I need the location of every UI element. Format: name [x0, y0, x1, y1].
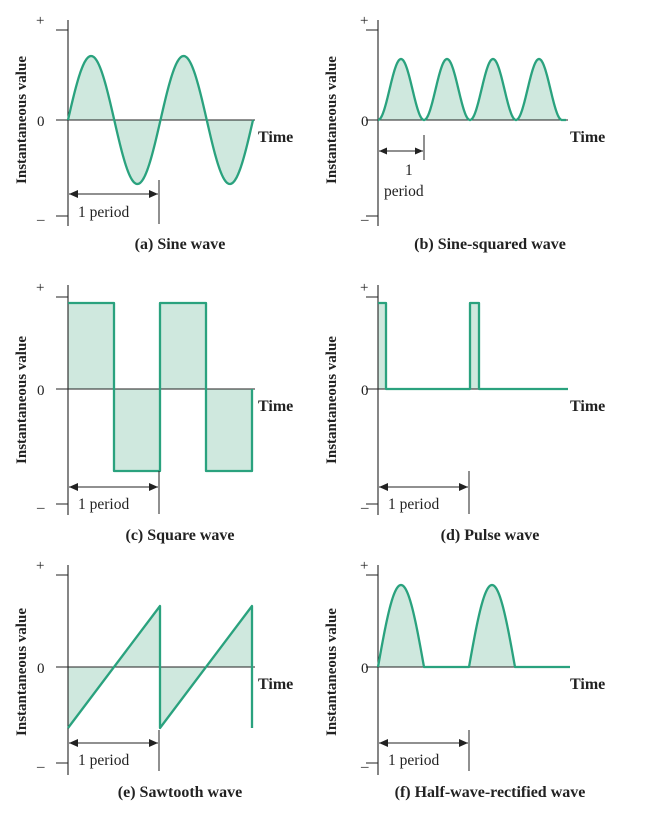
- square-arrowhead-left: [69, 483, 78, 491]
- pulse-arrowhead-right: [459, 483, 468, 491]
- sawtooth-time-label: Time: [258, 676, 293, 693]
- pulse-time-label: Time: [570, 398, 605, 415]
- sine-squared-plus-label: +: [360, 13, 368, 29]
- sine-squared-minus-label: –: [360, 212, 369, 228]
- sawtooth-y-axis-label: Instantaneous value: [14, 608, 30, 736]
- sine-wave-curve: [66, 54, 255, 186]
- sine-period-arrowhead-left: [69, 190, 78, 198]
- square-zero-label: 0: [37, 383, 45, 399]
- sawtooth-arrowhead-left: [69, 739, 78, 747]
- sine-squared-period-word: period: [384, 183, 424, 200]
- sawtooth-plus-label: +: [36, 558, 44, 574]
- square-period-label: 1 period: [78, 496, 129, 513]
- sine-y-axis-label: Instantaneous value: [14, 56, 30, 184]
- half-wave-caption: (f) Half-wave-rectified wave: [395, 784, 586, 801]
- half-wave-zero-label: 0: [361, 661, 369, 677]
- half-wave-time-label: Time: [570, 676, 605, 693]
- half-wave-plus-label: +: [360, 558, 368, 574]
- square-minus-label: –: [36, 500, 45, 516]
- half-wave-minus-label: –: [360, 759, 369, 775]
- pulse-period-label: 1 period: [388, 496, 439, 513]
- panel-sine-squared-wave: + 0 – Instantaneous value Time 1 period …: [324, 13, 605, 253]
- pulse-wave-curve: [378, 301, 568, 391]
- panel-sine-wave: + 0 – Instantaneous value Time 1 period …: [14, 13, 293, 253]
- square-wave-curve: [68, 301, 254, 473]
- sine-squared-curve: [377, 57, 566, 122]
- half-wave-y-axis-label: Instantaneous value: [324, 608, 340, 736]
- sawtooth-period-label: 1 period: [78, 752, 129, 769]
- sine-period-arrowhead-right: [149, 190, 158, 198]
- sine-zero-label: 0: [37, 114, 45, 130]
- pulse-arrowhead-left: [379, 483, 388, 491]
- sine-squared-arrowhead-right: [415, 147, 423, 155]
- panel-sawtooth-wave: + 0 – Instantaneous value Time 1 period …: [14, 558, 293, 801]
- sine-squared-y-axis-label: Instantaneous value: [324, 56, 340, 184]
- sine-squared-time-label: Time: [570, 129, 605, 146]
- sine-squared-fill: [378, 59, 562, 120]
- square-caption: (c) Square wave: [125, 527, 234, 544]
- square-arrowhead-right: [149, 483, 158, 491]
- half-wave-curve: [376, 583, 570, 669]
- sine-squared-caption: (b) Sine-squared wave: [414, 236, 566, 253]
- pulse-minus-label: –: [360, 500, 369, 516]
- sawtooth-minus-label: –: [36, 759, 45, 775]
- half-wave-arrowhead-right: [459, 739, 468, 747]
- panel-square-wave: + 0 – Instantaneous value Time 1 period …: [14, 280, 293, 544]
- sine-caption: (a) Sine wave: [135, 236, 226, 253]
- pulse-caption: (d) Pulse wave: [441, 527, 540, 544]
- sine-minus-label: –: [36, 212, 45, 228]
- sine-time-label: Time: [258, 129, 293, 146]
- sawtooth-zero-label: 0: [37, 661, 45, 677]
- sine-squared-zero-label: 0: [361, 114, 369, 130]
- pulse-plus-label: +: [360, 280, 368, 296]
- square-plus-label: +: [36, 280, 44, 296]
- panel-pulse-wave: + 0 – Instantaneous value Time 1 period …: [324, 280, 605, 544]
- sine-period-label: 1 period: [78, 204, 129, 221]
- panel-half-wave-rectified: + 0 – Instantaneous value Time 1 period …: [324, 558, 605, 801]
- half-wave-arrowhead-left: [379, 739, 388, 747]
- sine-squared-period-number: 1: [405, 162, 413, 179]
- sine-plus-label: +: [36, 13, 44, 29]
- pulse-zero-label: 0: [361, 383, 369, 399]
- sawtooth-wave-curve: [67, 604, 254, 730]
- sine-squared-arrowhead-left: [379, 147, 387, 155]
- square-time-label: Time: [258, 398, 293, 415]
- sawtooth-caption: (e) Sawtooth wave: [118, 784, 242, 801]
- half-wave-fill: [378, 585, 515, 667]
- pulse-wave-fill: [378, 303, 479, 389]
- half-wave-period-label: 1 period: [388, 752, 439, 769]
- pulse-y-axis-label: Instantaneous value: [324, 336, 340, 464]
- sawtooth-arrowhead-right: [149, 739, 158, 747]
- square-y-axis-label: Instantaneous value: [14, 336, 30, 464]
